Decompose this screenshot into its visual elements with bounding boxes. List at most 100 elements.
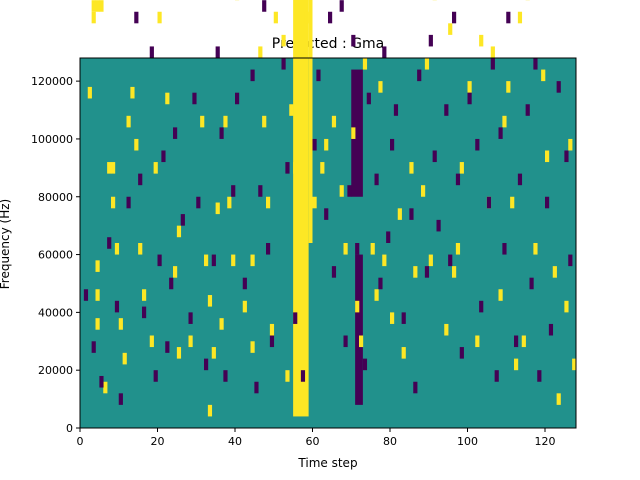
heatmap-cell-low — [316, 69, 321, 82]
heatmap-cell-high — [552, 266, 557, 278]
heatmap-cell-high — [242, 300, 247, 313]
heatmap-cell-high — [223, 115, 228, 128]
heatmap-cell-low — [138, 173, 143, 186]
heatmap-cell-high — [111, 162, 116, 174]
heatmap-cell-high — [514, 358, 519, 371]
y-tick-label: 80000 — [38, 191, 73, 204]
heatmap-cell-high — [207, 404, 213, 417]
heatmap-cell-low — [211, 254, 216, 267]
heatmap-cell-high — [564, 300, 569, 313]
heatmap-cell-low — [351, 34, 356, 47]
heatmap-cell-high — [359, 335, 364, 348]
heatmap-cell-high — [130, 86, 135, 99]
heatmap-cell-low — [107, 237, 112, 249]
heatmap-cell-low — [266, 243, 271, 255]
heatmap-cell-low — [149, 46, 154, 58]
heatmap-cell-low — [413, 381, 418, 394]
heatmap-cell-low — [215, 46, 220, 58]
heatmap-cell-high — [378, 81, 383, 93]
heatmap-cell-low — [196, 196, 201, 209]
heatmap-cell-low — [180, 214, 185, 226]
heatmap-cell-high — [107, 162, 112, 174]
heatmap-cell-high — [126, 115, 131, 128]
heatmap-cell-high — [467, 81, 472, 93]
heatmap-band-high — [308, 0, 313, 243]
heatmap-cell-low — [401, 312, 406, 324]
heatmap-cell-high — [231, 254, 236, 267]
heatmap-band-low — [351, 69, 363, 197]
heatmap-cell-high — [157, 11, 162, 24]
heatmap-cell-low — [378, 277, 383, 290]
heatmap-cell-high — [269, 323, 275, 336]
heatmap-cell-low — [242, 277, 247, 290]
heatmap-cell-low — [490, 58, 495, 70]
heatmap-cell-high — [122, 352, 127, 365]
chart-title: Predicted : Gma — [272, 36, 384, 52]
heatmap-cell-low — [343, 335, 348, 348]
heatmap-cell-high — [142, 289, 147, 301]
heatmap-cell-low — [192, 92, 197, 105]
heatmap-cell-low — [235, 92, 240, 105]
heatmap-cell-low — [312, 138, 317, 151]
heatmap-cell-high — [448, 23, 453, 35]
x-tick-label: 100 — [457, 435, 478, 448]
heatmap-cell-high — [118, 318, 123, 330]
heatmap-cell-high — [351, 127, 356, 139]
x-tick-label: 80 — [383, 435, 397, 448]
heatmap-cell-low — [99, 375, 104, 388]
heatmap-cell-low — [169, 277, 174, 290]
heatmap-cell-high — [409, 162, 414, 174]
heatmap-cell-high — [200, 115, 205, 128]
heatmap-cell-low — [467, 92, 472, 105]
heatmap-cell-high — [250, 341, 255, 353]
heatmap-cell-low — [250, 69, 255, 82]
heatmap-cell-high — [266, 196, 271, 209]
heatmap-cell-low — [502, 243, 507, 255]
heatmap-band-high — [293, 0, 309, 417]
heatmap-cell-high — [370, 243, 375, 255]
y-tick-label: 0 — [66, 422, 73, 435]
heatmap-cell-low — [428, 34, 433, 47]
heatmap-cell-high — [343, 243, 348, 255]
heatmap-cell-high — [258, 46, 263, 58]
heatmap-cell-high — [204, 254, 209, 267]
heatmap-cell-low — [386, 231, 391, 243]
heatmap-cell-high — [312, 196, 317, 209]
heatmap-cell-low — [525, 104, 530, 116]
heatmap-cell-high — [95, 318, 100, 330]
heatmap-cell-low — [83, 289, 89, 301]
heatmap-cell-low — [556, 81, 561, 93]
heatmap-cell-high — [227, 196, 232, 209]
heatmap-cell-high — [95, 0, 100, 12]
heatmap-cell-low — [417, 69, 422, 82]
heatmap-cell-low — [436, 219, 441, 232]
heatmap-cell-high — [281, 34, 286, 47]
heatmap-cell-high — [541, 69, 546, 82]
heatmap-cell-low — [118, 393, 123, 405]
heatmap-cell-low — [432, 150, 437, 163]
heatmap-background — [80, 58, 576, 428]
heatmap-cell-low — [498, 127, 503, 139]
heatmap-cell-low — [188, 312, 193, 324]
heatmap-cell-high — [149, 335, 154, 348]
heatmap-cell-low — [506, 11, 511, 24]
heatmap-cell-low — [448, 254, 453, 267]
heatmap-cell-low — [347, 185, 352, 197]
heatmap-cell-high — [421, 185, 426, 197]
heatmap-cell-high — [490, 46, 495, 58]
y-tick-label: 20000 — [38, 364, 73, 377]
heatmap-cell-low — [134, 11, 139, 24]
heatmap-cell-high — [250, 254, 255, 267]
heatmap-cell-high — [452, 266, 457, 278]
heatmap-cell-low — [269, 335, 275, 348]
heatmap-cell-high — [262, 115, 267, 128]
heatmap-cell-high — [428, 254, 433, 267]
heatmap-cell-high — [331, 115, 337, 128]
heatmap-cell-high — [273, 11, 278, 24]
heatmap-cell-low — [91, 341, 96, 353]
heatmap-cell-high — [506, 81, 511, 93]
heatmap-cell-low — [355, 243, 360, 255]
heatmap-cell-low — [204, 358, 209, 371]
x-tick-label: 0 — [77, 435, 84, 448]
heatmap-cells — [80, 0, 577, 428]
